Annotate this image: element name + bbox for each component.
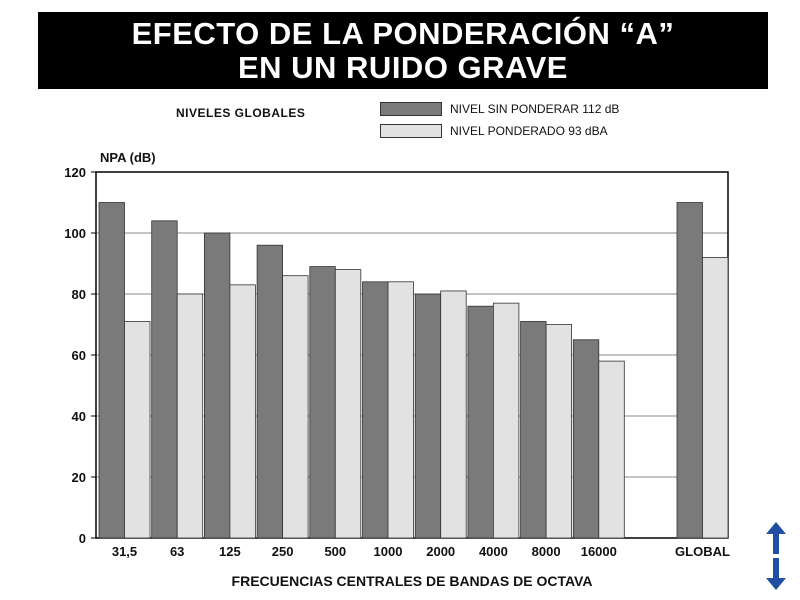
bar-unweighted-10 [676,202,703,539]
legend-swatch-weighted [380,124,442,138]
x-tick-label: 250 [272,544,294,559]
x-tick-label: 31,5 [112,544,137,559]
bar-unweighted-2 [203,232,231,539]
bar-unweighted-0 [98,202,125,539]
bar-weighted-9 [598,360,625,539]
bar-unweighted-8 [520,321,547,539]
y-tick-label: 20 [72,470,86,485]
bar-weighted-8 [545,324,572,539]
bar-unweighted-3 [256,244,284,539]
x-tick-label: 125 [219,544,241,559]
arrow-up-icon[interactable] [764,520,788,556]
legend-swatch-unweighted [380,102,442,116]
bar-weighted-1 [176,293,204,539]
x-tick-label: 63 [170,544,184,559]
y-tick-label: 0 [79,531,86,546]
bar-weighted-5 [387,281,414,539]
bar-unweighted-6 [414,293,442,539]
legend-label-unweighted: NIVEL SIN PONDERAR 112 dB [450,102,620,116]
x-tick-label: 2000 [426,544,455,559]
y-tick-label: 80 [72,287,86,302]
y-tick-label: 60 [72,348,86,363]
bar-weighted-7 [492,302,520,539]
legend-label-weighted: NIVEL PONDERADO 93 dBA [450,124,608,138]
y-axis-label: NPA (dB) [100,150,156,165]
bar-unweighted-4 [309,266,336,539]
arrow-down-icon[interactable] [764,556,788,592]
x-axis-label: FRECUENCIAS CENTRALES DE BANDAS DE OCTAV… [232,573,593,589]
x-tick-label: GLOBAL [675,544,730,559]
title-banner: EFECTO DE LA PONDERACIÓN “A” EN UN RUIDO… [38,12,768,89]
bar-weighted-3 [282,275,309,539]
x-tick-label: 16000 [581,544,617,559]
y-tick-label: 40 [72,409,86,424]
y-tick-label: 100 [64,226,86,241]
x-tick-label: 4000 [479,544,508,559]
legend-heading: NIVELES GLOBALES [176,106,306,120]
title-line-2: EN UN RUIDO GRAVE [237,50,568,85]
bar-weighted-2 [229,284,256,539]
title-line-1: EFECTO DE LA PONDERACIÓN “A” [131,16,675,51]
bar-unweighted-7 [467,305,494,539]
x-tick-label: 1000 [374,544,403,559]
bar-weighted-6 [440,290,467,539]
x-tick-label: 8000 [532,544,561,559]
x-tick-label: 500 [324,544,346,559]
bar-weighted-4 [334,269,362,539]
bar-unweighted-9 [572,339,600,539]
bar-weighted-0 [124,321,151,539]
bar-weighted-10 [702,256,729,539]
bar-unweighted-5 [362,281,389,539]
y-tick-label: 120 [64,165,86,180]
bar-unweighted-1 [151,220,178,539]
